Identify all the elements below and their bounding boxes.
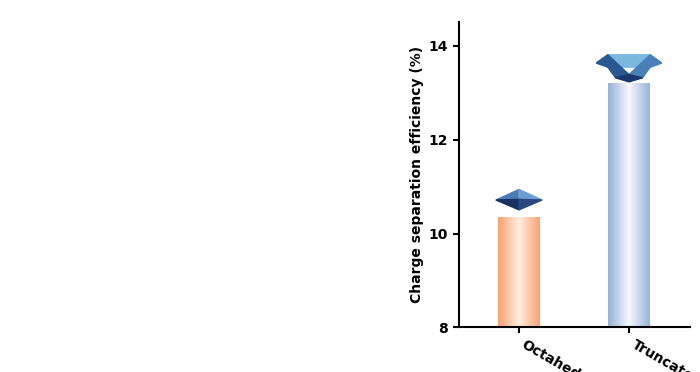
Polygon shape	[519, 199, 542, 210]
Polygon shape	[615, 74, 643, 82]
Polygon shape	[519, 189, 542, 200]
Polygon shape	[596, 55, 662, 67]
Polygon shape	[496, 199, 519, 210]
Y-axis label: Charge separation efficiency (%): Charge separation efficiency (%)	[410, 46, 424, 304]
Polygon shape	[629, 55, 662, 78]
Polygon shape	[496, 189, 519, 200]
Polygon shape	[596, 55, 629, 78]
